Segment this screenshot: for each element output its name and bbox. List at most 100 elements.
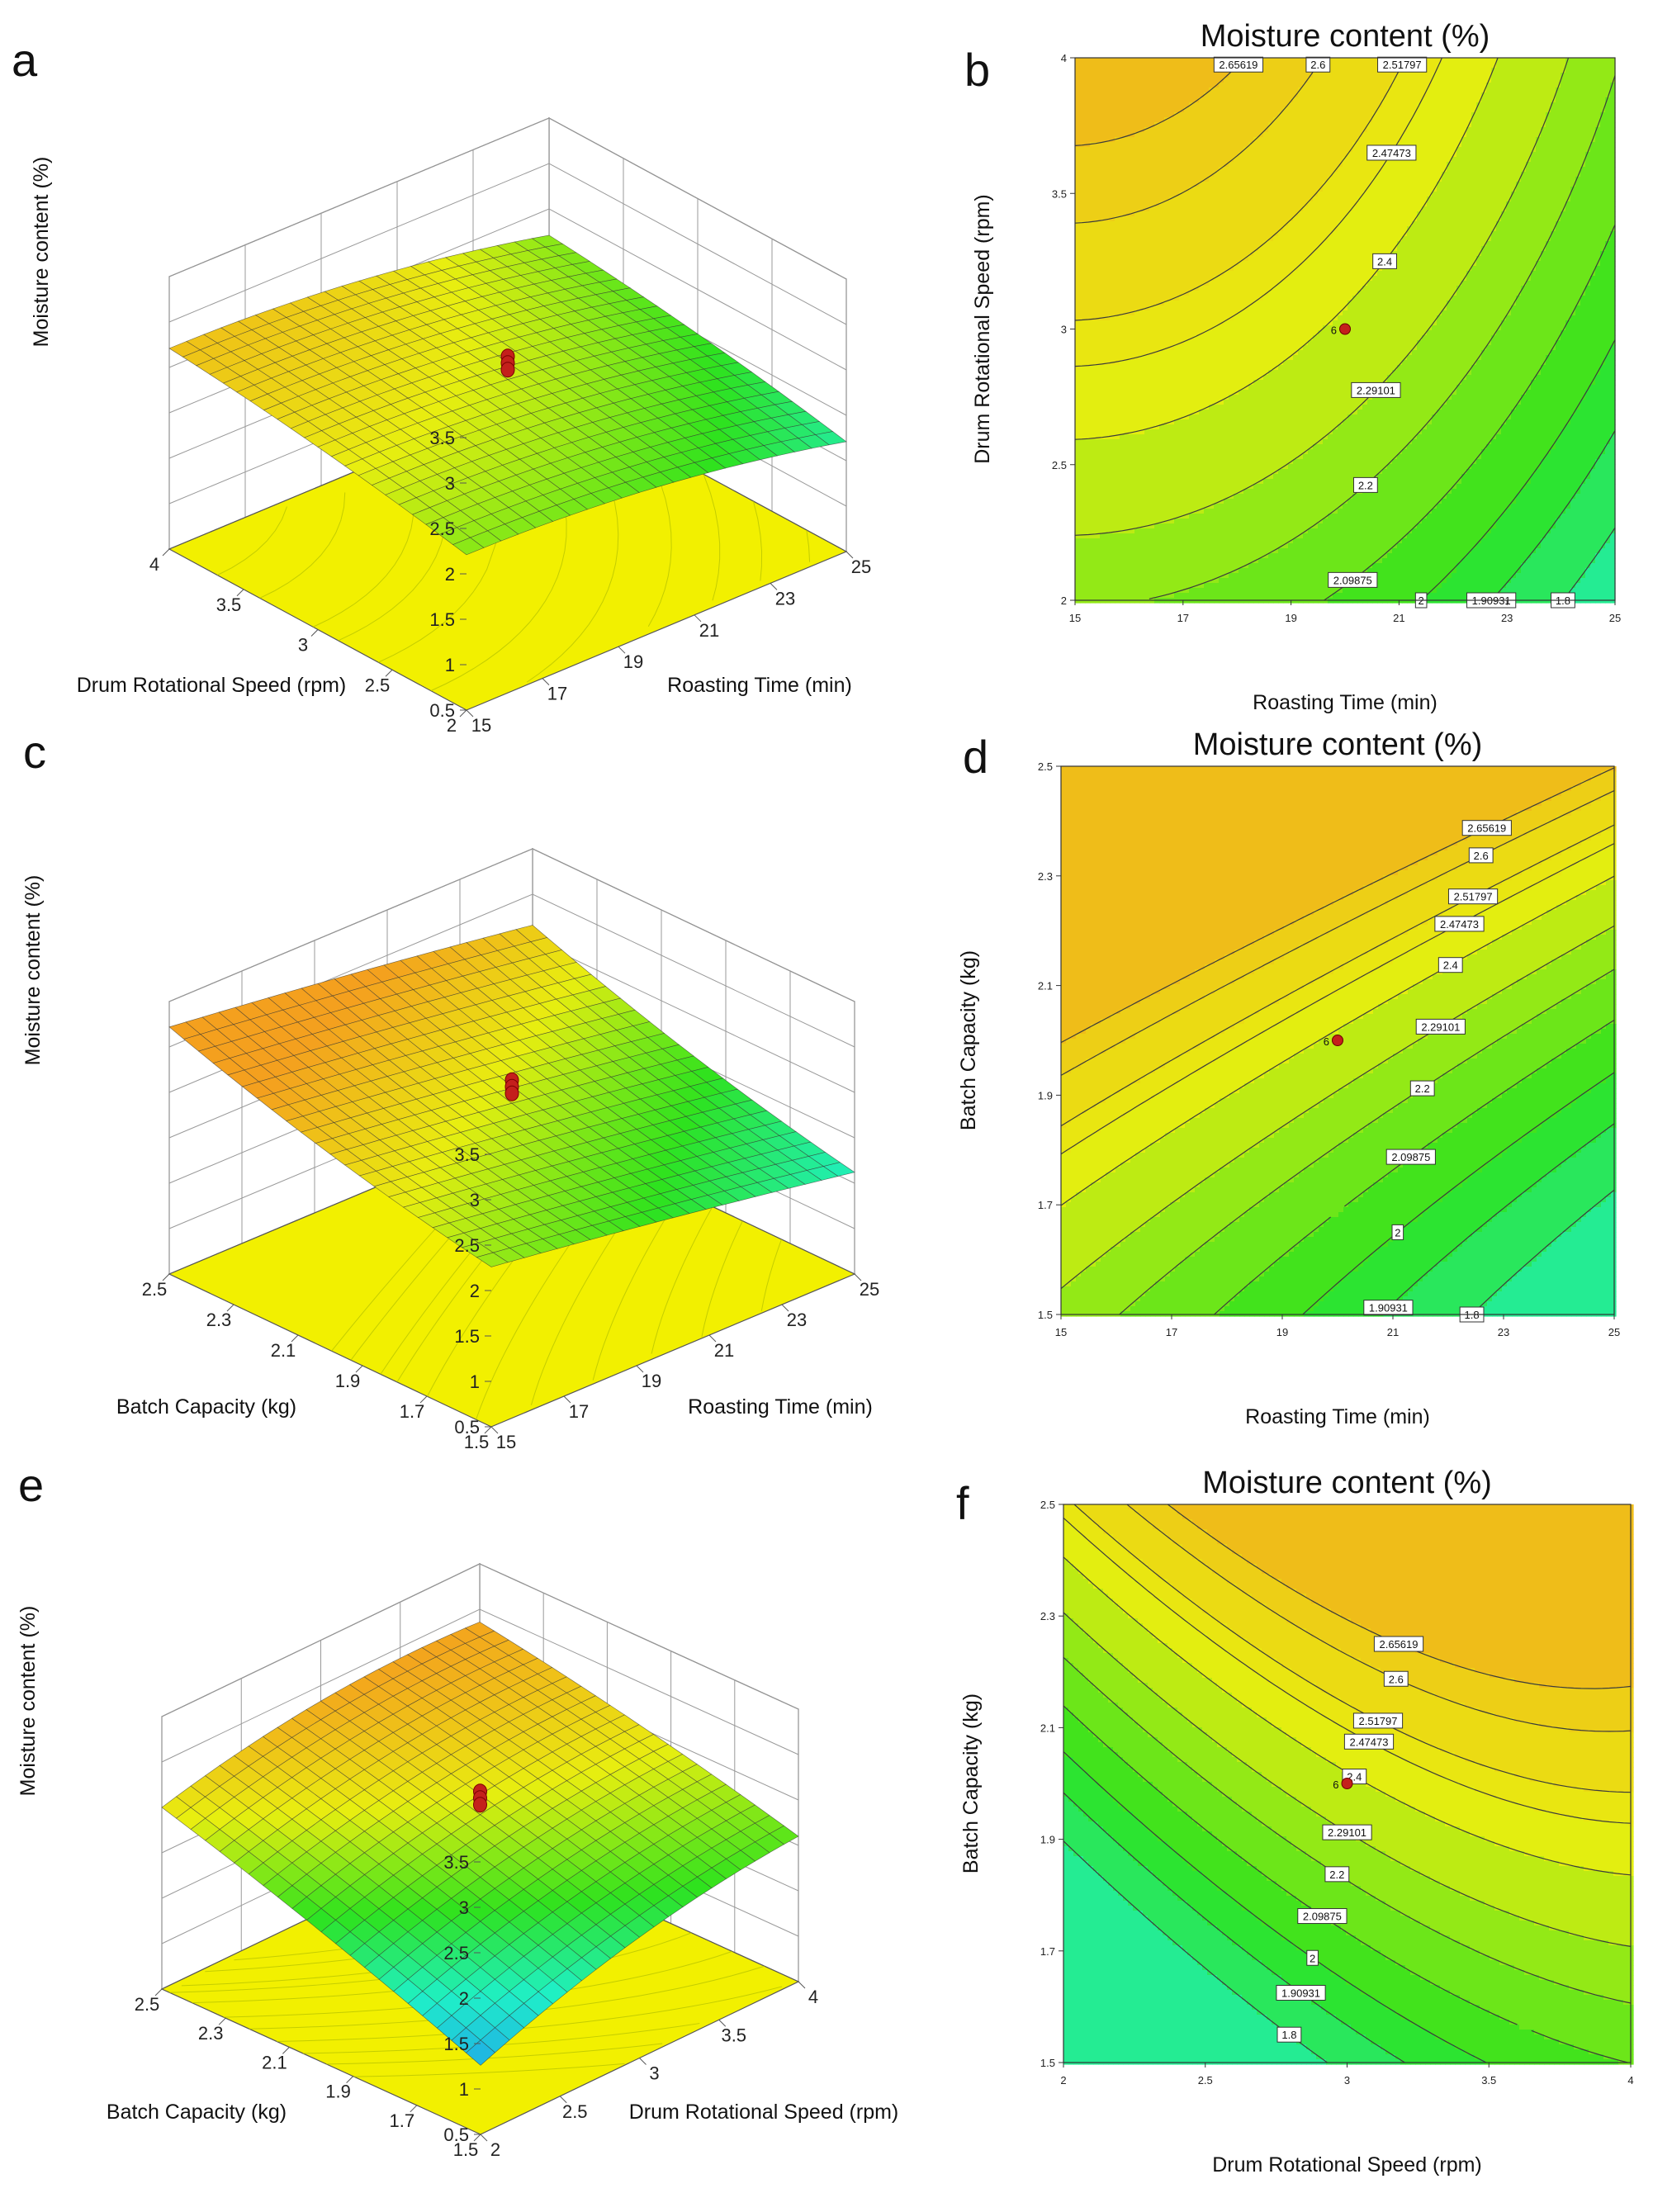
contour-cell — [1110, 68, 1115, 73]
contour-cell — [1189, 548, 1195, 554]
contour-cell — [1243, 410, 1249, 415]
contour-cell — [1110, 553, 1115, 559]
contour-cell — [1253, 97, 1259, 103]
contour-cell — [1154, 216, 1160, 222]
contour-cell — [1130, 335, 1135, 341]
contour-cell — [1194, 147, 1200, 153]
contour-cell — [1248, 152, 1254, 158]
contour-cell — [1105, 593, 1111, 599]
contour-cell — [1120, 251, 1125, 257]
contour-cell — [1199, 588, 1205, 594]
contour-cell — [1194, 459, 1200, 465]
contour-cell — [1184, 325, 1190, 331]
contour-cell — [1120, 424, 1125, 430]
contour-cell — [1159, 414, 1165, 420]
contour-cell — [1100, 538, 1106, 544]
contour-cell — [1110, 241, 1115, 247]
contour-cell — [1090, 494, 1096, 500]
contour-cell — [1214, 548, 1220, 554]
contour-cell — [1164, 325, 1170, 331]
contour-cell — [1115, 548, 1120, 554]
contour-cell — [1229, 514, 1234, 519]
contour-cell — [1199, 266, 1205, 272]
contour-cell — [1204, 231, 1210, 237]
contour-cell — [1263, 444, 1269, 450]
contour-cell — [1174, 73, 1180, 78]
contour-cell — [1130, 157, 1135, 163]
contour-cell — [1115, 192, 1120, 197]
contour-cell — [1110, 375, 1115, 381]
contour-cell — [1239, 400, 1244, 405]
contour-cell — [1095, 439, 1101, 445]
contour-cell — [1248, 216, 1254, 222]
contour-cell — [1239, 172, 1244, 178]
contour-cell — [1130, 137, 1135, 143]
contour-cell — [1189, 147, 1195, 153]
contour-cell — [1243, 573, 1249, 579]
contour-cell — [1263, 301, 1269, 306]
contour-cell — [1209, 157, 1215, 163]
contour-cell — [1105, 514, 1111, 519]
contour-cell — [1214, 553, 1220, 559]
contour-cell — [1110, 380, 1115, 386]
contour-cell — [1219, 484, 1224, 490]
contour-cell — [1263, 419, 1269, 425]
contour-cell — [1110, 365, 1115, 371]
contour-cell — [1214, 102, 1220, 108]
contour-cell — [1214, 142, 1220, 148]
contour-cell — [1263, 296, 1269, 301]
contour-cell — [1090, 504, 1096, 509]
contour-cell — [1263, 464, 1269, 470]
contour-cell — [1234, 439, 1239, 445]
contour-cell — [1130, 588, 1135, 594]
contour-cell — [1209, 335, 1215, 341]
contour-cell — [1194, 494, 1200, 500]
contour-cell — [1169, 83, 1175, 88]
contour-cell — [1130, 276, 1135, 282]
contour-cell — [1243, 380, 1249, 386]
contour-cell — [1095, 117, 1101, 123]
contour-cell — [1159, 216, 1165, 222]
contour-cell — [1169, 236, 1175, 242]
contour-cell — [1159, 187, 1165, 192]
contour-cell — [1199, 117, 1205, 123]
contour-cell — [1169, 97, 1175, 103]
contour-cell — [1194, 58, 1200, 64]
contour-cell — [1120, 271, 1125, 277]
contour-cell — [1149, 231, 1155, 237]
x-tick-label: 19 — [623, 651, 643, 672]
contour-cell — [1134, 449, 1140, 455]
contour-cell — [1149, 414, 1155, 420]
contour-cell — [1100, 88, 1106, 93]
contour-cell — [1115, 588, 1120, 594]
contour-cell — [1125, 127, 1130, 133]
contour-cell — [1154, 226, 1160, 232]
contour-cell — [1253, 276, 1259, 282]
contour-cell — [1085, 58, 1091, 64]
contour-cell — [1219, 365, 1224, 371]
contour-cell — [1234, 117, 1239, 123]
contour-cell — [1243, 543, 1249, 549]
contour-cell — [1130, 474, 1135, 480]
contour-cell — [1120, 558, 1125, 564]
contour-cell — [1075, 454, 1081, 460]
contour-cell — [1085, 330, 1091, 336]
contour-cell — [1253, 256, 1259, 262]
contour-cell — [1075, 68, 1081, 73]
contour-cell — [1080, 226, 1086, 232]
contour-cell — [1159, 256, 1165, 262]
contour-cell — [1164, 504, 1170, 509]
contour-cell — [1134, 459, 1140, 465]
surface-mesh — [168, 234, 847, 556]
contour-cell — [1080, 112, 1086, 118]
contour-cell — [1248, 528, 1254, 534]
contour-cell — [1090, 281, 1096, 287]
contour-cell — [1239, 97, 1244, 103]
contour-cell — [1214, 479, 1220, 485]
contour-cell — [1258, 543, 1264, 549]
contour-cell — [1248, 464, 1254, 470]
contour-cell — [1130, 122, 1135, 128]
contour-cell — [1085, 296, 1091, 301]
contour-cell — [1219, 370, 1224, 376]
contour-cell — [1130, 73, 1135, 78]
